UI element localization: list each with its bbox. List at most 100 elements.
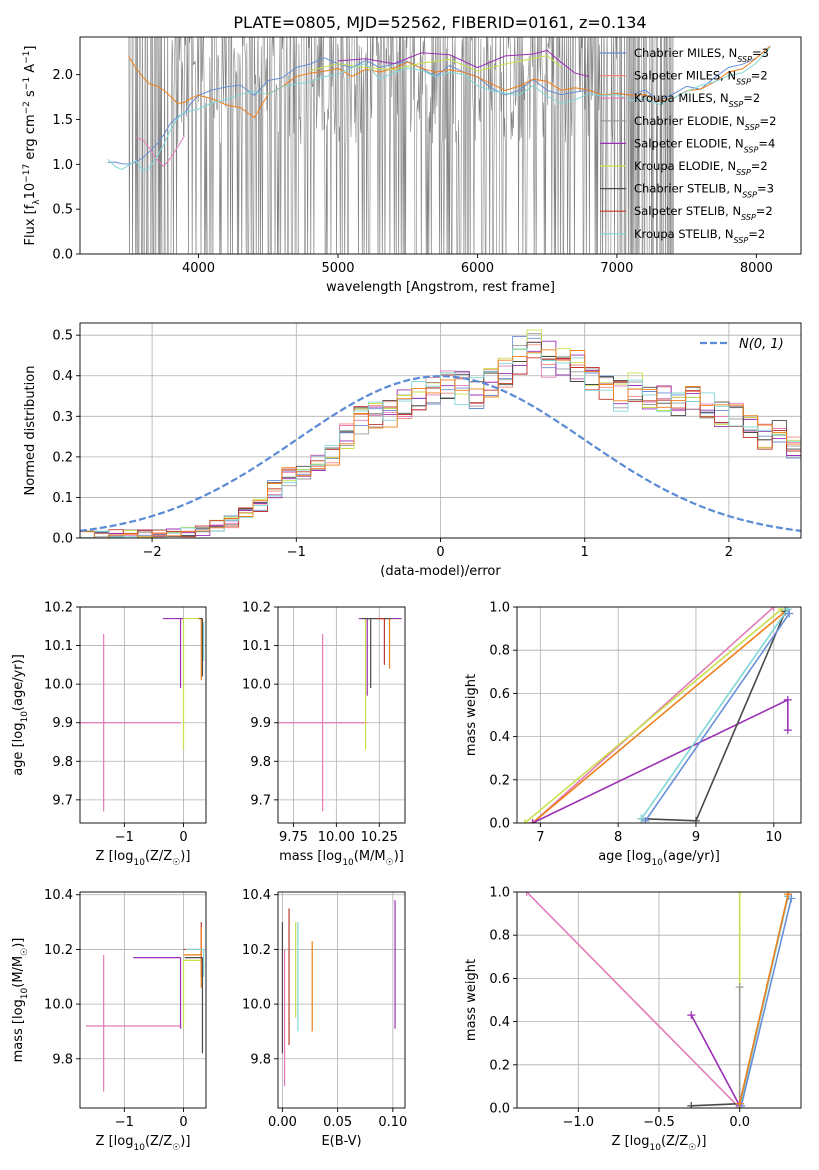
y-tick-label: 10.0	[44, 678, 73, 693]
x-tick-label: 8000	[740, 261, 773, 276]
axes-frame	[79, 891, 207, 1109]
legend-entry: Chabrier STELIB, NSSP=3	[634, 182, 774, 200]
mass-weight-marker	[641, 816, 650, 823]
mass-weight-marker	[691, 816, 700, 823]
error-bar-point	[162, 617, 184, 688]
spectrum-traces	[107, 37, 771, 254]
normal-distribution-curve	[80, 375, 801, 532]
legend-entry: Chabrier ELODIE, NSSP=2	[634, 114, 776, 132]
error-bar-point	[133, 957, 182, 1029]
error-bar-point	[278, 634, 368, 812]
histogram-step-line	[80, 333, 801, 538]
y-tick-label: 9.8	[250, 755, 271, 770]
x-axis-label: Z [log10(Z/Z☉)]	[612, 1134, 707, 1153]
y-tick-label: 0.2	[52, 450, 73, 465]
y-tick-label: 0.0	[52, 532, 73, 547]
mass-weight-marker	[687, 1011, 696, 1020]
y-tick-label: 0.1	[52, 491, 73, 506]
y-tick-label: 1.0	[489, 601, 510, 616]
y-tick-label: 10.2	[242, 601, 271, 616]
y-tick-label: 10.2	[44, 601, 73, 616]
mass-weight-marker	[784, 892, 793, 899]
error-bar-point	[80, 634, 181, 812]
mass-vs-metallicity-plot: −1 0 9.8 10.0 10.2 10.4 Z [log10(Z/Z☉)] mass [l…	[11, 888, 207, 1153]
histogram-step-line	[80, 349, 801, 538]
mass-vs-ebv-plot: 0.00 0.05 0.10 9.8 10.0 10.2 10.4 E(B-V)	[242, 888, 407, 1149]
y-tick-label: 9.8	[250, 1052, 271, 1067]
y-tick-label: 0.6	[489, 687, 510, 702]
axes-frame	[79, 36, 802, 255]
mass-weight-line	[526, 892, 741, 1108]
x-axis-label: age [log10(age/yr)]	[598, 849, 720, 868]
y-tick-label: 9.8	[52, 1052, 73, 1067]
y-axis-label: Normed distribution	[23, 366, 38, 496]
x-tick-label: 10.25	[361, 830, 398, 845]
x-tick-label: 9	[692, 830, 700, 845]
x-tick-label: 10.00	[318, 830, 355, 845]
y-tick-label: 10.2	[242, 943, 271, 958]
x-tick-label: 0	[436, 545, 444, 560]
y-tick-label: 0.0	[489, 817, 510, 832]
y-tick-label: 10.0	[44, 998, 73, 1013]
x-axis-label: (data-model)/error	[380, 564, 501, 579]
histogram-step-line	[80, 344, 801, 538]
x-tick-label: 0.0	[729, 1115, 750, 1130]
x-tick-label: 10	[765, 830, 782, 845]
x-tick-label: 0	[179, 830, 187, 845]
axes-frame	[79, 606, 207, 824]
y-tick-label: 10.1	[44, 639, 73, 654]
mass-weight-marker	[769, 607, 778, 611]
y-tick-label: 9.8	[52, 755, 73, 770]
legend-entry: Salpeter STELIB, NSSP=2	[634, 204, 773, 222]
x-tick-label: 5000	[321, 261, 354, 276]
x-tick-label: 0.10	[378, 1115, 407, 1130]
error-bar-point	[184, 957, 204, 1054]
y-tick-label: 0.2	[489, 1058, 510, 1073]
y-tick-label: 10.4	[242, 888, 271, 903]
y-tick-label: 0.5	[52, 203, 73, 218]
y-tick-label: 10.4	[44, 888, 73, 903]
y-tick-label: 0.8	[489, 644, 510, 659]
y-axis-label: mass weight	[464, 959, 479, 1041]
legend-entry: Chabrier MILES, NSSP=3	[634, 46, 769, 64]
y-tick-label: 0.0	[52, 248, 73, 263]
x-tick-label: 2	[725, 545, 733, 560]
histogram-step-line	[80, 341, 801, 538]
error-bar-point	[362, 617, 392, 688]
y-tick-label: 10.2	[44, 943, 73, 958]
mass-weight-marker	[735, 1099, 744, 1108]
x-tick-label: 6000	[461, 261, 494, 276]
mass-weight-marker	[735, 892, 744, 896]
y-tick-label: 9.9	[52, 716, 73, 731]
model-spectrum-line	[107, 46, 771, 172]
legend-entry: Salpeter MILES, NSSP=2	[634, 69, 768, 87]
x-tick-label: 1	[581, 545, 589, 560]
error-bar-point	[182, 959, 202, 1029]
histogram-step-line	[80, 341, 801, 538]
x-tick-label: 0.05	[323, 1115, 352, 1130]
mass-weight-line	[738, 894, 789, 1104]
x-tick-label: −0.5	[643, 1115, 675, 1130]
x-axis-label: Z [log10(Z/Z☉)]	[96, 1134, 191, 1153]
legend-entry: N(0, 1)	[739, 337, 784, 352]
mass-weight-line	[740, 898, 793, 1106]
model-spectrum-line	[337, 49, 590, 77]
y-tick-label: 0.3	[52, 410, 73, 425]
y-tick-label: 9.7	[250, 793, 271, 808]
y-tick-label: 0.5	[52, 329, 73, 344]
x-axis-label: mass [log10(M/M☉)]	[279, 849, 404, 868]
mass-weight-marker	[787, 894, 796, 903]
mass-weight-marker	[783, 726, 792, 735]
y-tick-label: 2.0	[52, 68, 73, 83]
error-bar-point	[199, 617, 204, 677]
figure-title: PLATE=0805, MJD=52562, FIBERID=0161, z=0…	[233, 13, 646, 32]
x-tick-label: −1	[287, 545, 306, 560]
x-tick-label: 8	[614, 830, 622, 845]
histogram-step-line	[80, 348, 801, 538]
mass-weight-line	[690, 1014, 741, 1107]
mass-weight-line	[524, 608, 783, 823]
y-tick-label: 0.0	[489, 1102, 510, 1117]
error-bar-point	[377, 617, 386, 665]
model-spectrum-line	[135, 135, 186, 168]
mass-weight-marker	[735, 983, 744, 992]
